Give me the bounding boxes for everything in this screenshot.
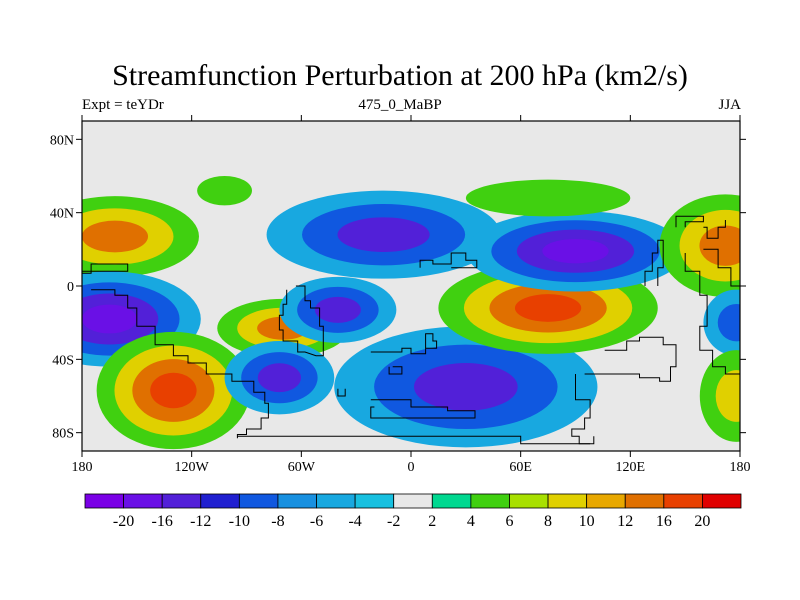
axis-ticks: 180 120W 60W 0 60E 120E 180 80N 40N 0 40S 80S xyxy=(50,115,751,475)
colorbar-box xyxy=(470,493,510,509)
field-contour-0-2 xyxy=(82,220,149,253)
coastline-0 xyxy=(82,263,129,274)
coastline-layer xyxy=(82,215,740,445)
field-contour-3-3 xyxy=(150,372,197,409)
colorbar-label: -6 xyxy=(310,513,323,530)
x-tick-label: 0 xyxy=(408,460,415,475)
field-contour-8-2 xyxy=(413,363,518,411)
colorbar-box xyxy=(354,493,395,509)
field-contour-2-3 xyxy=(82,304,138,334)
colorbar-label: -8 xyxy=(271,513,284,530)
colorbar-box xyxy=(702,493,742,509)
coastline-6 xyxy=(388,366,403,375)
x-tick-label: 120E xyxy=(616,460,646,475)
x-tick-label: 60W xyxy=(288,460,316,475)
coastline-14 xyxy=(703,248,740,287)
colorbar-box xyxy=(663,493,703,509)
plot-title: Streamfunction Perturbation at 200 hPa (… xyxy=(112,59,688,92)
colorbar-box xyxy=(509,493,549,509)
coastline-4 xyxy=(237,435,595,445)
colorbar-box xyxy=(393,493,433,509)
field-contour-12-2 xyxy=(699,225,740,266)
field-contour-14-1 xyxy=(715,370,740,422)
coastline-8 xyxy=(419,252,478,269)
coastline-1 xyxy=(91,289,269,439)
colorbar-label: 20 xyxy=(694,513,710,530)
field-contour-11-0 xyxy=(465,179,631,217)
colorbar-box xyxy=(431,493,472,509)
colorbar-label: -4 xyxy=(348,513,361,530)
colorbar-label: 2 xyxy=(428,513,436,530)
colorbar-box xyxy=(586,493,626,509)
x-tick-label: 60E xyxy=(509,460,532,475)
y-tick-label: 0 xyxy=(67,280,74,295)
colorbar-label: 4 xyxy=(467,513,475,530)
x-tick-label: 180 xyxy=(72,460,93,475)
x-tick-label: 120W xyxy=(175,460,210,475)
coastline-7 xyxy=(370,399,476,419)
field-contour-6-2 xyxy=(314,296,361,323)
coastline-12 xyxy=(675,215,704,228)
coastline-5 xyxy=(370,333,438,355)
colorbar-label: 10 xyxy=(579,513,595,530)
colorbar-label: -20 xyxy=(113,513,134,530)
coastline-15 xyxy=(703,220,726,239)
field-contour-1-0 xyxy=(197,176,252,206)
y-tick-label: 40S xyxy=(52,353,74,368)
colorbar-label: 6 xyxy=(505,513,513,530)
colorbar-box xyxy=(200,493,240,509)
colorbar-box xyxy=(238,493,279,509)
colorbar-box xyxy=(624,493,665,509)
coastline-13 xyxy=(684,253,740,375)
field-contour-9-3 xyxy=(514,294,582,322)
x-tick-label: 180 xyxy=(730,460,751,475)
colorbar-box xyxy=(547,493,588,509)
y-tick-label: 40N xyxy=(50,207,74,222)
coastline-9 xyxy=(571,374,591,445)
field-contour-5-2 xyxy=(257,363,302,393)
field-contour-10-3 xyxy=(542,238,609,264)
colorbar-box xyxy=(161,493,202,509)
time-label: 475_0_MaBP xyxy=(358,97,442,113)
colorbar-box xyxy=(123,493,163,509)
coastline-10 xyxy=(584,336,677,382)
y-tick-label: 80S xyxy=(52,427,74,442)
colorbar-box xyxy=(277,493,317,509)
colorbar-label: -12 xyxy=(190,513,211,530)
y-tick-label: 80N xyxy=(50,133,74,148)
field-layer xyxy=(82,176,740,450)
coastline-11 xyxy=(644,239,664,286)
colorbar-label: 16 xyxy=(656,513,672,530)
field-contour-13-1 xyxy=(717,304,740,342)
colorbar-box xyxy=(84,493,124,509)
season-label: JJA xyxy=(718,97,741,113)
colorbar-label: 8 xyxy=(544,513,552,530)
colorbar-label: -2 xyxy=(387,513,400,530)
colorbar-box xyxy=(316,493,356,509)
colorbar: -20 -16 -12 -10 -8 -6 -4 -2 2 4 6 8 10 12 16 20 xyxy=(84,493,742,530)
colorbar-label: -16 xyxy=(152,513,173,530)
coastline-3 xyxy=(337,388,346,397)
colorbar-label: -10 xyxy=(229,513,250,530)
experiment-label: Expt = teYDr xyxy=(82,97,164,113)
colorbar-label: 12 xyxy=(617,513,633,530)
field-contour-7-2 xyxy=(337,217,430,253)
coastline-2 xyxy=(278,285,324,357)
